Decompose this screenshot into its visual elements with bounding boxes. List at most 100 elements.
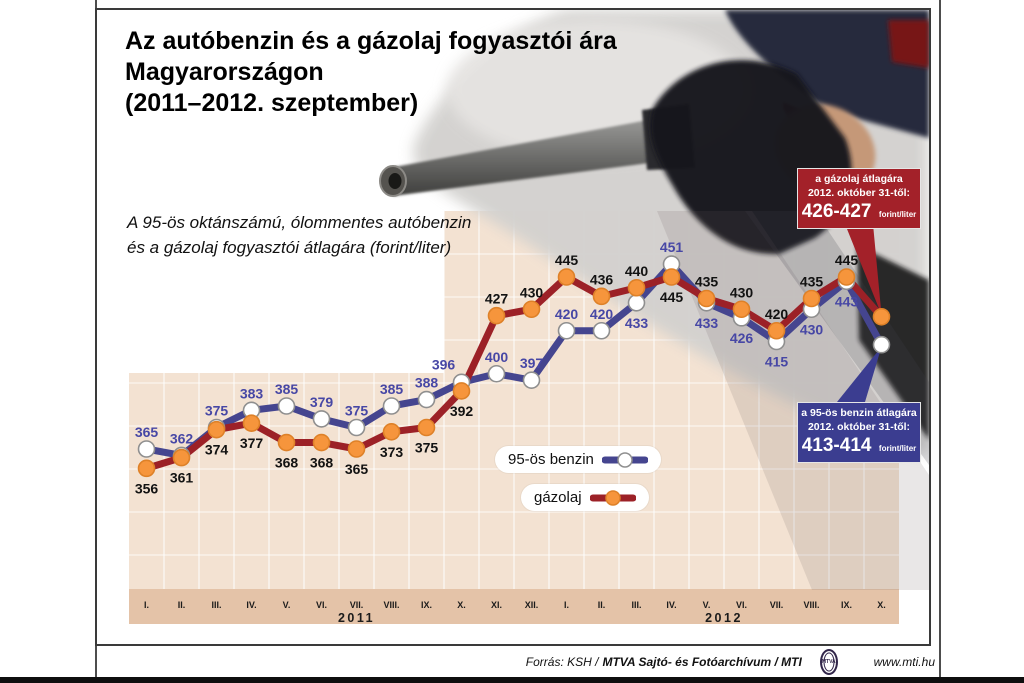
data-point xyxy=(312,433,331,452)
data-label: 445 xyxy=(660,289,684,305)
year-label: 2011 xyxy=(338,611,375,625)
month-label: VIII. xyxy=(383,600,399,610)
photo-shadow-swath-dark xyxy=(745,211,929,465)
month-label: IX. xyxy=(421,600,432,610)
data-label: 445 xyxy=(555,252,579,268)
data-point xyxy=(627,293,646,312)
data-label: 427 xyxy=(485,291,509,307)
data-point xyxy=(242,414,261,433)
mtva-logo: MTVA xyxy=(819,649,838,675)
data-point xyxy=(277,433,296,452)
data-label: 385 xyxy=(275,381,299,397)
data-point xyxy=(487,306,506,325)
data-point xyxy=(417,418,436,437)
subtitle-line-1: A 95-ös oktánszámú, ólommentes autóbenzi… xyxy=(127,213,472,232)
gazolaj-callout-value-row: 426-427 forint/liter xyxy=(799,201,919,223)
data-label: 368 xyxy=(275,455,299,471)
month-label: X. xyxy=(457,600,466,610)
legend-benzin-label: 95-ös benzin xyxy=(508,451,594,468)
data-label: 400 xyxy=(485,349,509,365)
data-point xyxy=(277,397,296,415)
month-label: VII. xyxy=(770,600,784,610)
data-point xyxy=(837,268,856,286)
data-label: 426 xyxy=(730,330,754,346)
source-prefix: Forrás: KSH / xyxy=(525,655,599,669)
data-label: 433 xyxy=(625,315,649,331)
data-point xyxy=(347,418,366,437)
footer: Forrás: KSH / MTVA Sajtó- és Fotóarchívum… xyxy=(526,649,935,675)
gazolaj-callout-value: 426-427 xyxy=(801,201,872,222)
data-point xyxy=(172,448,191,467)
year-label: 2012 xyxy=(705,611,743,625)
legend-benzin-line-icon xyxy=(601,451,648,468)
source-credit: Forrás: KSH / MTVA Sajtó- és Fotóarchívum… xyxy=(526,655,802,669)
month-label: V. xyxy=(283,600,291,610)
chart-title: Az autóbenzin és a gázolaj fogyasztói ár… xyxy=(125,26,617,119)
data-point xyxy=(732,300,751,319)
data-point xyxy=(487,364,506,383)
data-label: 440 xyxy=(625,263,649,279)
data-label: 430 xyxy=(520,284,544,300)
benzin-marker-sample xyxy=(617,451,633,468)
nozzle-spout xyxy=(389,118,659,196)
data-point xyxy=(382,397,401,415)
fuel-nozzle-photo xyxy=(379,10,929,590)
data-point xyxy=(137,440,156,458)
title-line-1: Az autóbenzin és a gázolaj fogyasztói ár… xyxy=(125,27,617,55)
gazolaj-callout: a gázolaj átlagára 2012. október 31-től:… xyxy=(797,168,921,229)
data-label: 368 xyxy=(310,455,334,471)
month-label: IV. xyxy=(666,600,676,610)
data-label: 415 xyxy=(765,354,789,370)
data-point xyxy=(557,321,576,340)
data-point xyxy=(137,459,156,478)
data-label: 443 xyxy=(835,293,859,309)
series-layer: 365 362 375 383 385 379 375 385 388 396 400 397 420 4… xyxy=(135,224,891,496)
data-point xyxy=(872,335,891,354)
month-label: I. xyxy=(144,600,149,610)
benzin-callout-line1: a 95-ös benzin átlagára xyxy=(801,407,917,419)
benzin-callout-unit: forint/liter xyxy=(878,444,917,453)
x-axis-strip xyxy=(129,589,899,624)
g-zolaj-line xyxy=(143,273,885,472)
data-point xyxy=(417,390,436,409)
data-label: 374 xyxy=(205,442,229,458)
gazolaj-callout-line2: 2012. október 31-től: xyxy=(807,186,911,199)
legend-benzin: 95-ös benzin xyxy=(495,446,661,473)
data-label: 436 xyxy=(590,271,614,287)
data-label: 430 xyxy=(730,284,754,300)
gazolaj-marker-sample xyxy=(604,489,621,506)
gazolaj-callout-tail xyxy=(845,224,882,315)
month-label: II. xyxy=(598,600,606,610)
month-label: I. xyxy=(564,600,569,610)
month-label: IX. xyxy=(841,600,852,610)
legend-gazolaj-label: gázolaj xyxy=(534,489,582,506)
data-label: 445 xyxy=(835,252,859,268)
data-label: 383 xyxy=(240,385,264,401)
chart-card: Az autóbenzin és a gázolaj fogyasztói ár… xyxy=(95,8,931,646)
gazolaj-callout-line1: a gázolaj átlagára xyxy=(815,173,903,185)
data-point xyxy=(347,440,366,458)
month-label: VI. xyxy=(736,600,747,610)
source-agency: MTVA Sajtó- és Fotóarchívum / MTI xyxy=(602,655,802,669)
month-label: XII. xyxy=(525,600,539,610)
data-label: 375 xyxy=(345,403,369,419)
data-label: 451 xyxy=(660,239,684,255)
data-label: 373 xyxy=(380,444,404,460)
data-label: 435 xyxy=(800,274,824,290)
95-s-benzin-line xyxy=(143,260,885,459)
mtva-logo-text: MTVA xyxy=(821,659,836,665)
data-point xyxy=(522,300,541,319)
data-label: 365 xyxy=(345,461,369,477)
legend-gazolaj-line-icon xyxy=(589,489,636,506)
data-label: 420 xyxy=(590,306,614,322)
website-url: www.mti.hu xyxy=(873,655,935,669)
data-label: 356 xyxy=(135,480,159,496)
spout-opening xyxy=(388,173,402,189)
data-point xyxy=(592,321,611,340)
data-label: 362 xyxy=(170,430,194,446)
axis-layer: I. II. III. IV. V. VI. VII. VIII. IX. X. XI. XII. I.… xyxy=(144,600,886,625)
month-label: VI. xyxy=(316,600,327,610)
month-label: III. xyxy=(211,600,221,610)
data-label: 361 xyxy=(170,470,194,486)
data-point xyxy=(452,382,471,400)
